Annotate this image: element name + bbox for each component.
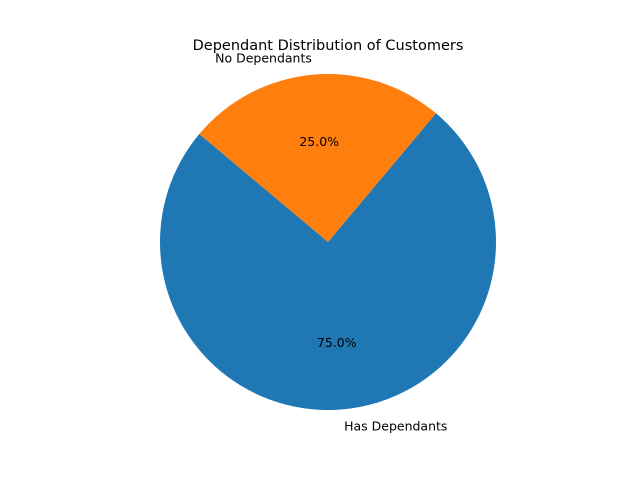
pie-category-label-no-dependants: No Dependants [215,50,312,65]
pie-labels: 75.0% Has Dependants 25.0% No Dependants [215,50,447,433]
pie-slice-has-dependants [160,113,497,410]
pie-slices [160,74,497,410]
pie-slice-no-dependants [199,74,436,242]
pie-percent-label-has-dependants: 75.0% [317,335,357,350]
pie-percent-label-no-dependants: 25.0% [299,134,339,149]
chart-title: Dependant Distribution of Customers [193,38,464,54]
pie-category-label-has-dependants: Has Dependants [344,419,447,434]
